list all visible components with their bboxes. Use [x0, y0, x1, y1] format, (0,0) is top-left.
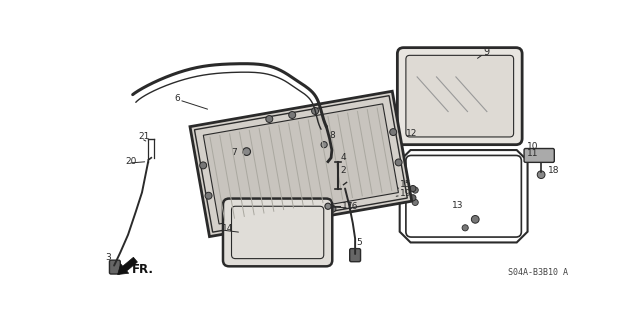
Text: 17: 17 [342, 202, 353, 211]
Circle shape [462, 225, 468, 231]
Circle shape [329, 205, 336, 212]
Circle shape [312, 108, 319, 115]
Text: S04A-B3B10 A: S04A-B3B10 A [508, 268, 568, 277]
Text: 15: 15 [400, 180, 412, 189]
Text: 21: 21 [138, 132, 150, 141]
Circle shape [325, 203, 331, 209]
Text: 4: 4 [340, 153, 346, 162]
Text: 11: 11 [527, 149, 539, 158]
Text: 19: 19 [400, 189, 412, 198]
Text: 9: 9 [483, 47, 489, 57]
Circle shape [306, 209, 313, 216]
Circle shape [390, 129, 397, 136]
Text: 12: 12 [406, 129, 417, 138]
FancyBboxPatch shape [524, 148, 554, 162]
Text: 16: 16 [348, 202, 359, 211]
Circle shape [410, 186, 416, 192]
Circle shape [410, 195, 416, 201]
Circle shape [266, 116, 273, 123]
Text: 14: 14 [222, 224, 233, 233]
Text: FR.: FR. [132, 263, 154, 276]
Polygon shape [190, 91, 412, 236]
Circle shape [412, 199, 419, 205]
Circle shape [395, 159, 402, 166]
Text: 10: 10 [527, 142, 539, 151]
Circle shape [283, 213, 290, 220]
FancyBboxPatch shape [349, 249, 360, 262]
Polygon shape [204, 104, 399, 224]
Circle shape [243, 148, 250, 156]
Polygon shape [118, 257, 138, 275]
FancyBboxPatch shape [109, 260, 120, 274]
FancyBboxPatch shape [397, 48, 522, 145]
FancyBboxPatch shape [406, 55, 514, 137]
Circle shape [537, 171, 545, 179]
Text: 3: 3 [106, 253, 111, 262]
Text: 6: 6 [175, 94, 180, 103]
Circle shape [472, 215, 479, 223]
Text: 18: 18 [548, 166, 559, 175]
Circle shape [205, 192, 212, 199]
Text: 13: 13 [452, 201, 463, 210]
Circle shape [321, 141, 327, 148]
FancyBboxPatch shape [223, 198, 332, 266]
Circle shape [412, 187, 419, 193]
Text: 7: 7 [231, 148, 237, 157]
Circle shape [200, 162, 207, 169]
Text: 5: 5 [356, 238, 362, 247]
Text: 20: 20 [125, 157, 136, 166]
Text: 2: 2 [340, 166, 346, 175]
Circle shape [289, 112, 296, 118]
Text: 8: 8 [330, 131, 335, 140]
